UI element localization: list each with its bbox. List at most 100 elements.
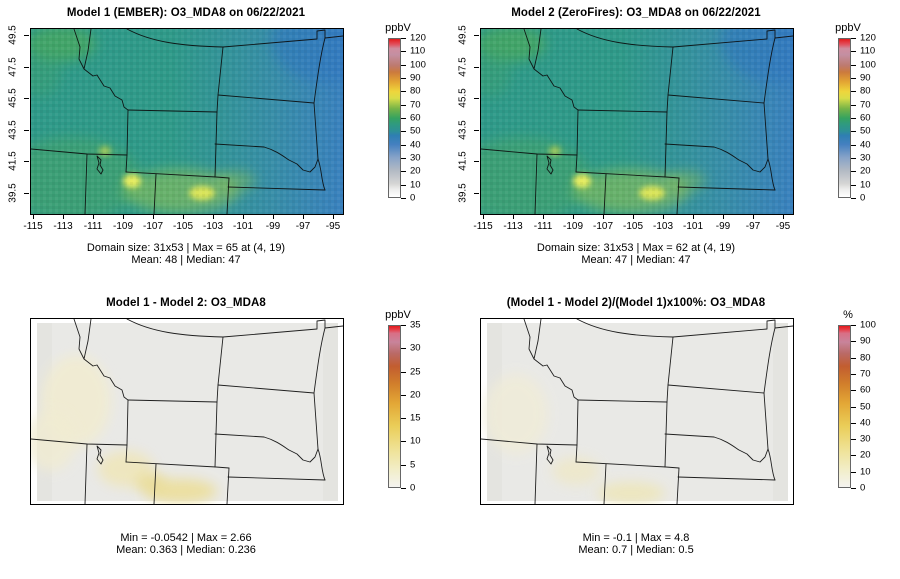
colorbar-tick-label: 90 [860, 335, 871, 347]
colorbar: ppbV 120 110 100 90 80 70 60 50 40 30 20 10 0 [385, 22, 426, 204]
y-tick-label: 47.5 [7, 56, 19, 77]
colorbar-tick-label: 20 [410, 389, 421, 401]
colorbar-tick-mark [851, 104, 856, 106]
map-canvas-concentration [31, 29, 343, 214]
x-tick-mark [633, 214, 634, 219]
panel-percent-difference: (Model 1 - Model 2)/(Model 1)x100%: O3_M… [450, 290, 900, 579]
y-tick-mark [474, 98, 479, 100]
map-canvas-concentration [481, 29, 793, 214]
panel-title: Model 1 (EMBER): O3_MDA8 on 06/22/2021 [66, 7, 306, 19]
x-tick-mark [123, 214, 124, 219]
colorbar-tick-label: 0 [860, 482, 866, 494]
stats-line: Mean: 0.363 | Median: 0.236 [116, 544, 256, 556]
colorbar-tick-label: 110 [860, 45, 876, 57]
colorbar-tick-mark [851, 341, 856, 343]
colorbar-tick-mark [401, 184, 406, 186]
colorbar-gradient [838, 38, 851, 198]
y-tick-label: 49.5 [457, 25, 469, 45]
y-tick-label: 41.5 [457, 151, 469, 172]
colorbar-tick-label: 50 [860, 125, 871, 137]
panel-model1: Model 1 (EMBER): O3_MDA8 on 06/22/2021 p… [0, 0, 450, 289]
colorbar-tick-mark [851, 131, 856, 133]
stats-line: Mean: 48 | Median: 47 [131, 254, 241, 266]
colorbar-tick-label: 110 [410, 45, 426, 57]
x-tick-mark [783, 214, 784, 219]
x-tick-label: -107 [142, 221, 163, 232]
colorbar-tick-mark [401, 488, 406, 489]
colorbar-tick-label: 10 [860, 466, 871, 478]
colorbar-tick-label: 80 [860, 352, 871, 364]
colorbar-tick-mark [851, 184, 856, 186]
colorbar-tick-label: 120 [410, 32, 426, 44]
colorbar-tick-mark [401, 118, 406, 119]
colorbar-tick-label: 35 [410, 319, 421, 331]
colorbar-tick-mark [851, 38, 856, 39]
panel-title: (Model 1 - Model 2)/(Model 1)x100%: O3_M… [506, 297, 766, 309]
x-tick-mark [153, 214, 154, 219]
x-tick-label: -111 [533, 221, 553, 232]
y-tick-label: 45.5 [7, 88, 19, 108]
x-tick-label: -109 [112, 221, 133, 232]
stats-line: Min = -0.1 | Max = 4.8 [582, 532, 690, 544]
colorbar-tick-mark [401, 144, 406, 146]
x-tick-label: -95 [325, 221, 341, 232]
x-tick-label: -103 [202, 221, 223, 232]
x-tick-mark [213, 214, 214, 219]
x-tick-mark [603, 214, 604, 219]
x-tick-mark [513, 214, 514, 219]
colorbar-tick-mark [851, 488, 856, 489]
colorbar-unit-label: ppbV [385, 22, 411, 34]
colorbar-tick-mark [851, 373, 856, 375]
colorbar-tick-label: 90 [410, 72, 421, 84]
colorbar-tick-label: 70 [860, 368, 871, 380]
colorbar-tick-label: 70 [860, 99, 871, 111]
panel-model2: Model 2 (ZeroFires): O3_MDA8 on 06/22/20… [450, 0, 900, 289]
colorbar-tick-label: 20 [410, 165, 421, 177]
y-tick-label: 43.5 [457, 120, 469, 140]
map-frame [480, 318, 794, 505]
x-tick-label: -111 [83, 221, 103, 232]
stats-line: Domain size: 31x53 | Max = 62 at (4, 19) [536, 242, 736, 254]
colorbar-unit-label: % [843, 309, 853, 321]
y-tick-mark [474, 129, 479, 131]
x-tick-mark [723, 214, 724, 219]
x-tick-label: -115 [23, 221, 43, 232]
x-tick-label: -113 [503, 221, 523, 232]
y-tick-label: 49.5 [7, 25, 19, 45]
y-tick-mark [474, 66, 479, 68]
y-tick-label: 39.5 [7, 183, 19, 203]
colorbar-tick-label: 40 [860, 139, 871, 151]
map-canvas-percent-difference [481, 319, 793, 504]
colorbar-tick-label: 0 [860, 192, 866, 204]
x-tick-label: -99 [265, 221, 281, 232]
x-tick-mark [483, 214, 484, 219]
colorbar-unit-label: ppbV [385, 309, 411, 321]
colorbar-tick-mark [401, 51, 406, 53]
y-tick-mark [474, 193, 479, 194]
colorbar-tick-mark [851, 118, 856, 119]
stats-line: Mean: 0.7 | Median: 0.5 [578, 544, 694, 556]
colorbar-tick-mark [851, 390, 856, 392]
x-tick-mark [543, 214, 544, 219]
colorbar-tick-label: 40 [410, 139, 421, 151]
colorbar-tick-label: 0 [410, 482, 416, 494]
colorbar-tick-mark [401, 158, 406, 159]
colorbar-tick-label: 120 [860, 32, 876, 44]
colorbar-tick-label: 100 [410, 59, 426, 71]
colorbar-tick-label: 0 [410, 192, 416, 204]
colorbar-tick-label: 10 [410, 179, 421, 191]
colorbar-tick-label: 25 [410, 366, 421, 378]
colorbar-tick-mark [851, 158, 856, 159]
colorbar-tick-mark [401, 131, 406, 133]
x-tick-mark [33, 214, 34, 219]
x-tick-mark [333, 214, 334, 219]
colorbar-tick-label: 80 [410, 85, 421, 97]
x-tick-label: -101 [232, 221, 253, 232]
colorbar-tick-mark [401, 171, 406, 173]
x-tick-label: -107 [592, 221, 613, 232]
colorbar-tick-label: 30 [860, 152, 871, 164]
x-tick-label: -113 [53, 221, 73, 232]
colorbar-tick-label: 10 [860, 179, 871, 191]
colorbar-tick-mark [851, 78, 856, 79]
